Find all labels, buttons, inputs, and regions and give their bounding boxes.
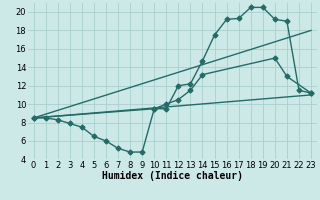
- X-axis label: Humidex (Indice chaleur): Humidex (Indice chaleur): [102, 171, 243, 181]
